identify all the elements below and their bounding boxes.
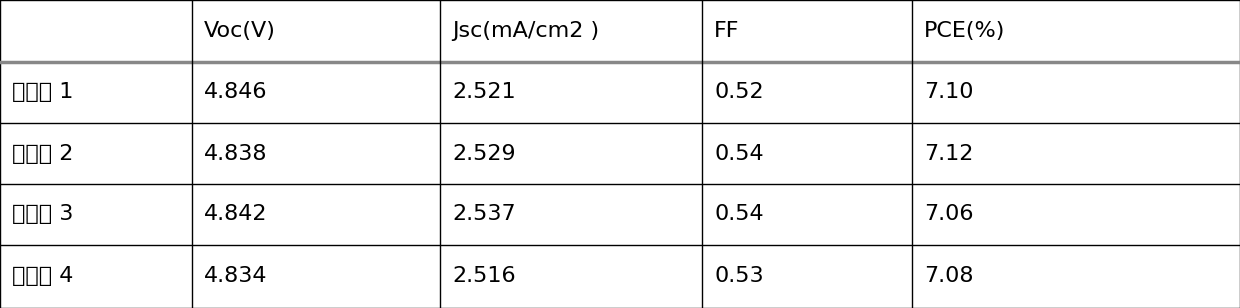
Text: PCE(%): PCE(%) [924, 21, 1006, 41]
Text: Voc(V): Voc(V) [205, 21, 275, 41]
Text: 实施例 1: 实施例 1 [12, 83, 73, 103]
Text: 0.54: 0.54 [714, 144, 764, 164]
Text: FF: FF [714, 21, 739, 41]
Text: 实施例 4: 实施例 4 [12, 265, 73, 286]
Text: 2.521: 2.521 [453, 83, 516, 103]
Text: 7.12: 7.12 [924, 144, 973, 164]
Text: 2.516: 2.516 [453, 265, 516, 286]
Text: 4.834: 4.834 [205, 265, 268, 286]
Text: 7.08: 7.08 [924, 265, 973, 286]
Text: 4.838: 4.838 [205, 144, 268, 164]
Text: 7.06: 7.06 [924, 205, 973, 225]
Text: 0.54: 0.54 [714, 205, 764, 225]
Text: 0.53: 0.53 [714, 265, 764, 286]
Text: 2.537: 2.537 [453, 205, 516, 225]
Text: 4.846: 4.846 [205, 83, 268, 103]
Text: 0.52: 0.52 [714, 83, 764, 103]
Text: 2.529: 2.529 [453, 144, 516, 164]
Text: 实施例 2: 实施例 2 [12, 144, 73, 164]
Text: 7.10: 7.10 [924, 83, 973, 103]
Text: Jsc(mA/cm2 ): Jsc(mA/cm2 ) [453, 21, 599, 41]
Text: 4.842: 4.842 [205, 205, 268, 225]
Text: 实施例 3: 实施例 3 [12, 205, 73, 225]
